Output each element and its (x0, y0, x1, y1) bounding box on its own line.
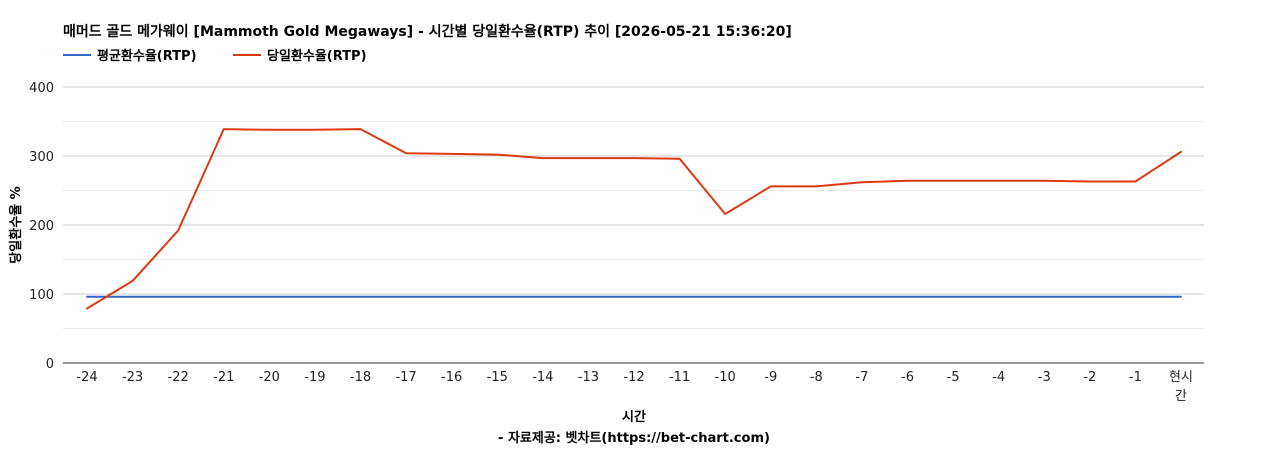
x-tick-label: -9 (764, 370, 777, 385)
x-tick-label: -24 (76, 370, 97, 385)
chart-title: 매머드 골드 메가웨이 [Mammoth Gold Megaways] - 시간… (63, 23, 792, 40)
x-tick-label: -4 (992, 370, 1005, 385)
x-tick-label: -5 (947, 370, 960, 385)
x-tick-label: -6 (901, 370, 914, 385)
legend-label-2: 당일환수율(RTP) (267, 48, 367, 64)
y-axis-title: 당일환수율 % (8, 186, 24, 263)
legend-label-1: 평균환수율(RTP) (97, 48, 197, 64)
y-tick-label: 100 (29, 288, 54, 303)
x-tick-label: -18 (350, 370, 371, 385)
x-tick-label: -14 (532, 370, 553, 385)
x-tick-label: -7 (855, 370, 868, 385)
x-tick-label: -1 (1129, 370, 1142, 385)
legend: 평균환수율(RTP) 당일환수율(RTP) (63, 48, 367, 64)
y-tick-label: 400 (29, 81, 54, 96)
x-tick-label: -15 (487, 370, 508, 385)
x-tick-label: -13 (578, 370, 599, 385)
x-tick-label: -11 (669, 370, 690, 385)
x-tick-label: -12 (623, 370, 644, 385)
x-tick-label: -20 (259, 370, 280, 385)
x-tick-label: -23 (122, 370, 143, 385)
x-tick-label-line: 현시 (1169, 370, 1193, 385)
y-tick-label: 300 (29, 150, 54, 165)
x-tick-label: -19 (304, 370, 325, 385)
x-tick-label: -21 (213, 370, 234, 385)
y-tick-label: 0 (46, 357, 54, 372)
gridlines (63, 86, 1204, 364)
x-tick-label: -3 (1038, 370, 1051, 385)
x-tick-label: -10 (715, 370, 736, 385)
series-line-2 (86, 128, 1182, 310)
x-tick-label: -2 (1083, 370, 1096, 385)
x-axis-title: 시간 (622, 409, 646, 425)
x-tick-label: -8 (810, 370, 823, 385)
x-tick-label-line: 간 (1175, 389, 1187, 404)
y-axis-ticks: 0 100 200 300 400 (29, 81, 54, 372)
x-tick-label: -22 (168, 370, 189, 385)
y-tick-label: 200 (29, 219, 54, 234)
source-note: - 자료제공: 벳차트(https://bet-chart.com) (498, 430, 770, 446)
x-tick-label: -16 (441, 370, 462, 385)
x-axis-ticks: -24 -23 -22 -21 -20 -19 -18 -17 -16 -15 -14 -13 -12 -… (76, 370, 1193, 404)
x-tick-label: -17 (395, 370, 416, 385)
series-group (86, 128, 1182, 310)
